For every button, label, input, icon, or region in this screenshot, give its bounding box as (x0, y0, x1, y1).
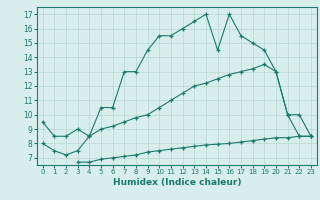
X-axis label: Humidex (Indice chaleur): Humidex (Indice chaleur) (113, 178, 241, 187)
